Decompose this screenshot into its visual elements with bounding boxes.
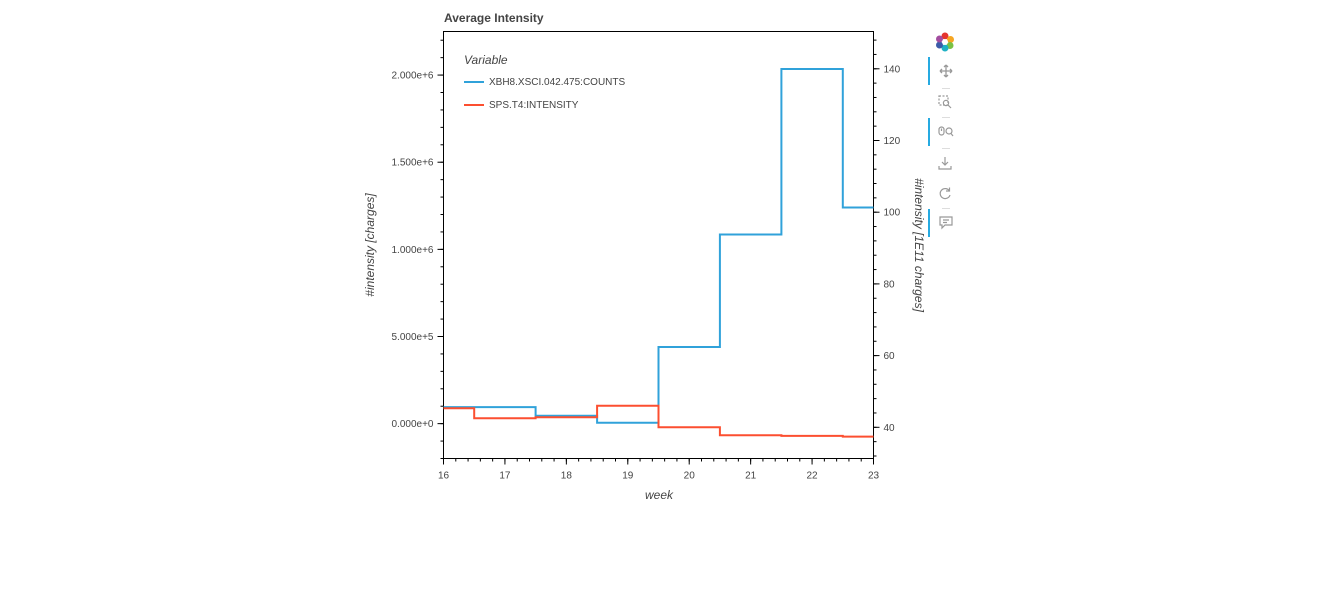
- legend: Variable XBH8.XSCI.042.475:COUNTS SPS.T4…: [464, 53, 625, 111]
- y-left-tick-label: 1.500e+6: [392, 158, 434, 169]
- series-line-0: [443, 68, 874, 424]
- y-right-tick-label: 40: [884, 423, 896, 434]
- y-right-tick-label: 140: [884, 64, 901, 75]
- y-right-tick-label: 100: [884, 208, 901, 219]
- axis-layer: 16 17 18 19 20 21 22 23 0.000e+0 5.000e+5 1.000e+6…: [392, 39, 901, 482]
- y-right-axis-label: #intensity [1E11 charges]: [912, 178, 926, 313]
- y-left-tick-label: 1.000e+6: [392, 245, 434, 256]
- y-left-tick-label: 0.000e+0: [392, 419, 434, 430]
- pan-icon[interactable]: [928, 57, 962, 85]
- y-left-tick-label: 5.000e+5: [392, 332, 434, 343]
- legend-entry-intensity[interactable]: SPS.T4:INTENSITY: [489, 100, 579, 111]
- legend-title: Variable: [464, 53, 508, 67]
- y-left-tick-label: 2.000e+6: [392, 71, 434, 82]
- series-layer: [443, 68, 874, 438]
- y-right-tick-label: 60: [884, 351, 896, 362]
- toolbar: [928, 28, 962, 248]
- y-right-tick-label: 80: [884, 279, 896, 290]
- reset-icon[interactable]: [928, 179, 962, 207]
- x-tick-label: 16: [438, 471, 450, 482]
- box-zoom-icon[interactable]: [928, 88, 962, 116]
- x-tick-label: 17: [499, 471, 511, 482]
- x-tick-label: 22: [807, 471, 819, 482]
- hover-icon[interactable]: [928, 209, 962, 237]
- y-left-axis-label: #intensity [charges]: [363, 193, 377, 297]
- save-icon[interactable]: [928, 149, 962, 177]
- chart-title: Average Intensity: [444, 11, 544, 25]
- x-axis-label: week: [645, 488, 674, 502]
- wheel-zoom-icon[interactable]: [928, 118, 962, 146]
- x-tick-label: 23: [868, 471, 880, 482]
- series-line-1: [443, 404, 874, 438]
- x-tick-label: 19: [622, 471, 634, 482]
- legend-entry-counts[interactable]: XBH8.XSCI.042.475:COUNTS: [489, 77, 625, 88]
- y-right-tick-label: 120: [884, 136, 901, 147]
- x-tick-label: 18: [561, 471, 573, 482]
- bokeh-logo-icon[interactable]: [928, 28, 962, 56]
- x-tick-label: 21: [745, 471, 757, 482]
- x-tick-label: 20: [684, 471, 696, 482]
